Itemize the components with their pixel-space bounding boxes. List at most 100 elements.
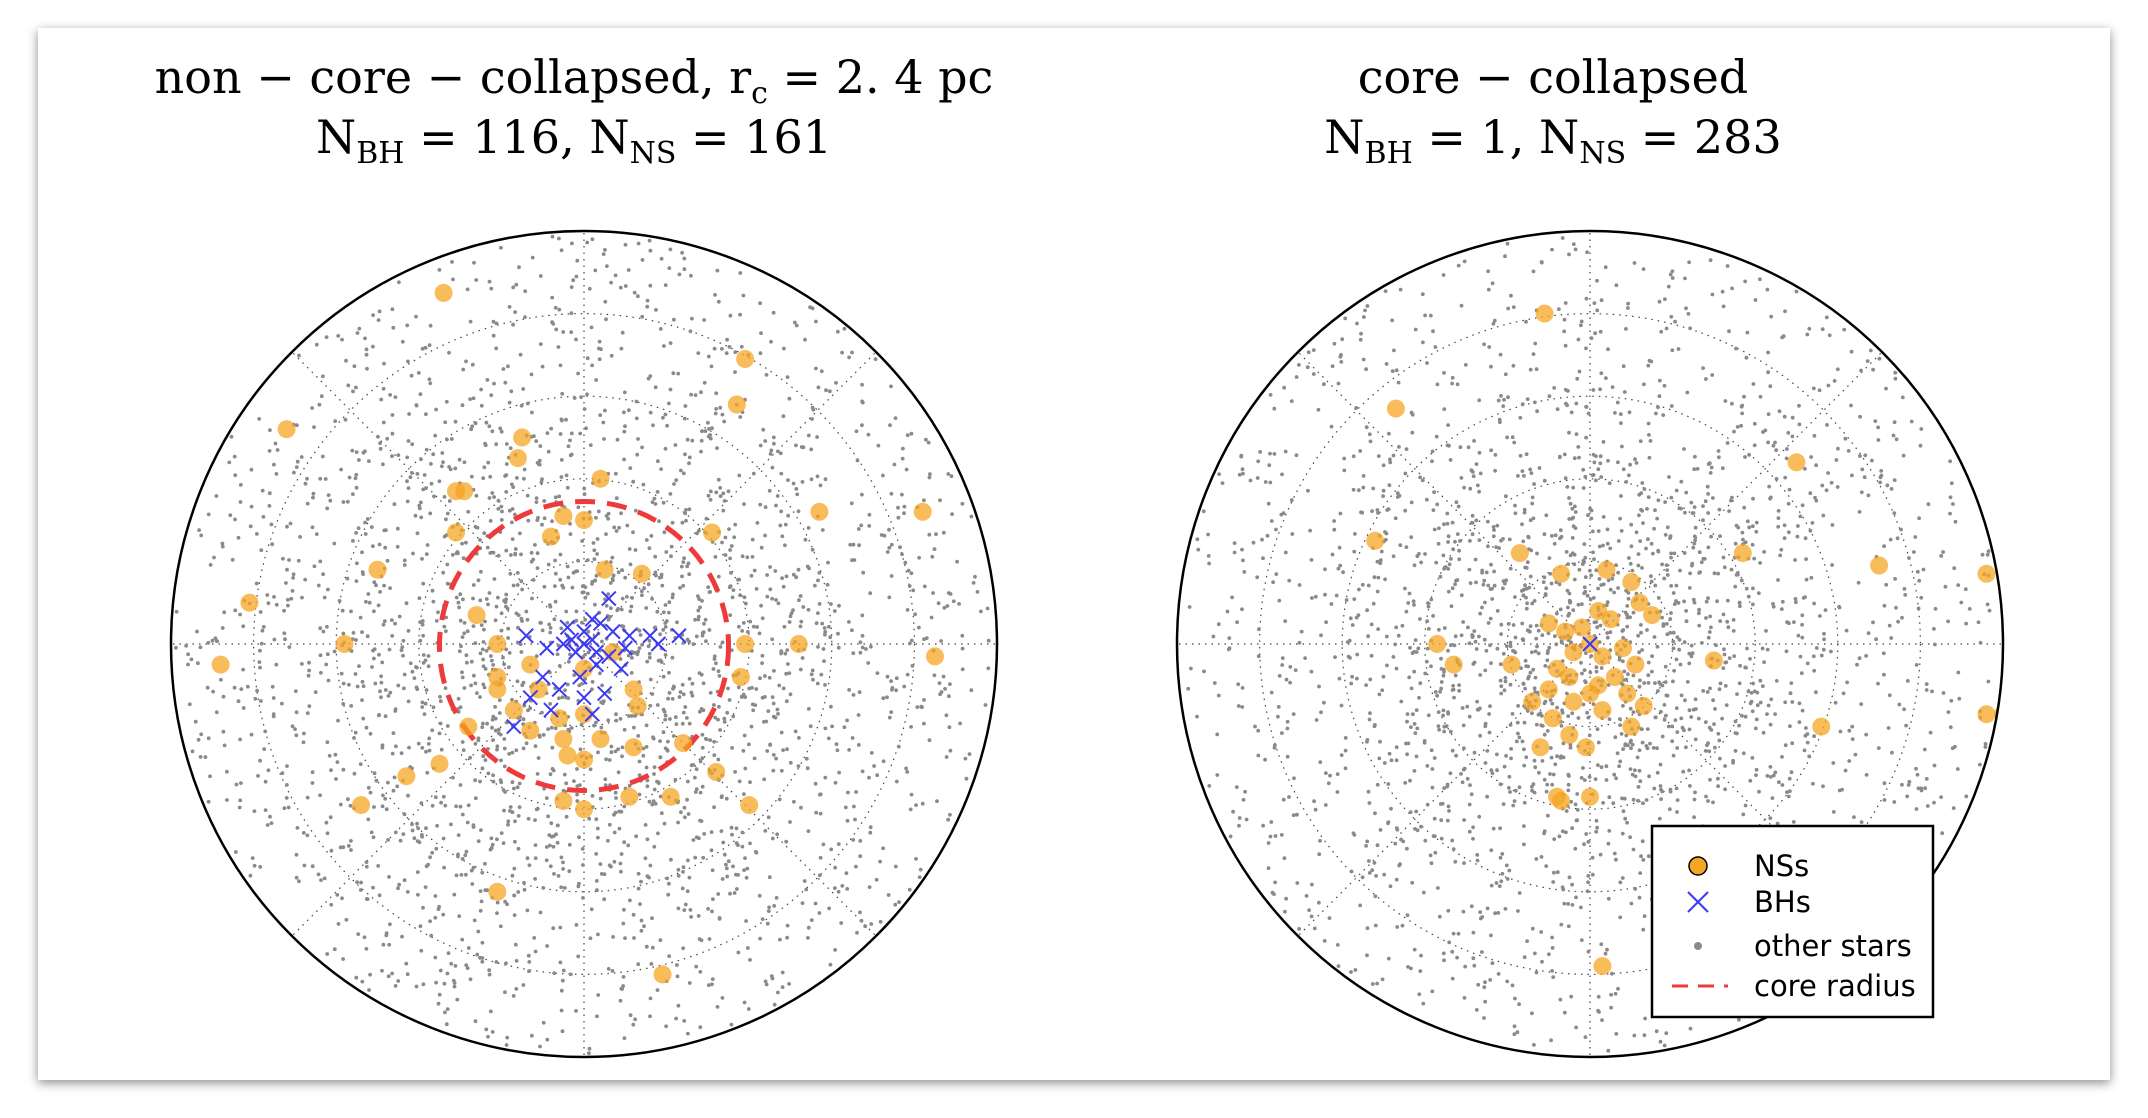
other-star-point: [622, 1036, 627, 1040]
other-star-point: [1684, 609, 1688, 613]
other-star-point: [397, 280, 401, 285]
other-star-point: [654, 308, 658, 312]
other-star-point: [1616, 586, 1620, 590]
other-star-point: [1472, 439, 1476, 443]
other-star-point: [606, 967, 611, 971]
other-star-point: [700, 756, 705, 761]
other-star-point: [618, 861, 623, 866]
other-star-point: [1269, 690, 1274, 695]
other-star-point: [738, 415, 743, 419]
other-star-point: [1546, 813, 1550, 818]
other-star-point: [1814, 498, 1819, 503]
other-star-point: [851, 651, 856, 656]
other-star-point: [1538, 711, 1543, 716]
other-star-point: [1442, 626, 1447, 630]
other-star-point: [524, 741, 529, 746]
other-star-point: [607, 863, 612, 868]
other-star-point: [265, 823, 270, 827]
other-star-point: [354, 450, 359, 454]
other-star-point: [1425, 619, 1430, 623]
other-star-point: [718, 405, 723, 410]
other-star-point: [487, 972, 492, 977]
other-star-point: [416, 826, 421, 831]
other-star-point: [187, 702, 192, 707]
other-star-point: [780, 534, 785, 539]
other-star-point: [612, 859, 617, 864]
other-star-point: [1657, 596, 1661, 600]
other-star-point: [788, 760, 793, 765]
other-star-point: [1740, 411, 1744, 416]
other-star-point: [713, 411, 718, 416]
other-star-point: [498, 778, 503, 782]
other-star-point: [1367, 871, 1372, 875]
other-star-point: [626, 653, 631, 658]
other-star-point: [206, 640, 211, 645]
other-star-point: [1232, 550, 1237, 555]
other-star-point: [588, 767, 593, 772]
other-star-point: [585, 356, 590, 361]
other-star-point: [1459, 633, 1464, 638]
other-star-point: [1523, 583, 1527, 588]
other-star-point: [580, 847, 585, 851]
other-star-point: [606, 516, 610, 521]
other-star-point: [1504, 578, 1509, 583]
other-star-point: [1486, 583, 1491, 588]
other-star-point: [1592, 620, 1597, 625]
other-star-point: [829, 847, 834, 852]
other-star-point: [1426, 713, 1431, 718]
other-star-point: [392, 502, 397, 507]
other-star-point: [767, 488, 772, 493]
other-star-point: [1408, 778, 1412, 783]
other-star-point: [707, 628, 712, 632]
other-star-point: [506, 819, 511, 824]
other-star-point: [488, 1009, 493, 1014]
other-star-point: [1926, 502, 1931, 507]
other-star-point: [794, 575, 799, 580]
other-star-point: [332, 541, 337, 546]
other-star-point: [686, 1031, 690, 1036]
other-star-point: [436, 1001, 441, 1006]
other-star-point: [1485, 749, 1490, 753]
other-star-point: [553, 495, 558, 500]
other-star-point: [344, 917, 349, 922]
other-star-point: [498, 924, 503, 929]
other-star-point: [295, 423, 299, 428]
other-star-point: [736, 685, 741, 690]
other-star-point: [507, 508, 512, 513]
other-star-point: [430, 728, 435, 733]
other-star-point: [1436, 710, 1441, 714]
other-star-point: [1216, 622, 1221, 627]
other-star-point: [1951, 806, 1956, 810]
other-star-point: [1807, 754, 1812, 759]
other-star-point: [1582, 842, 1586, 847]
other-star-point: [377, 713, 381, 717]
other-star-point: [1406, 965, 1410, 969]
other-star-point: [710, 868, 715, 873]
other-star-point: [199, 732, 204, 737]
other-star-point: [1492, 583, 1497, 588]
other-star-point: [520, 587, 524, 592]
other-star-point: [1558, 756, 1563, 760]
other-star-point: [360, 550, 364, 555]
other-star-point: [474, 493, 479, 498]
other-star-point: [594, 817, 599, 822]
other-star-point: [569, 330, 574, 334]
other-star-point: [460, 740, 465, 744]
other-star-point: [507, 400, 512, 405]
other-star-point: [796, 567, 801, 572]
other-star-point: [1542, 732, 1547, 737]
other-star-point: [765, 594, 770, 599]
other-star-point: [1625, 604, 1630, 608]
other-star-point: [1837, 788, 1842, 793]
other-star-point: [585, 392, 589, 397]
other-star-point: [1679, 479, 1684, 484]
other-star-point: [680, 250, 684, 255]
other-star-point: [333, 419, 338, 423]
other-star-point: [806, 925, 811, 930]
other-star-point: [1384, 362, 1389, 366]
other-star-point: [437, 268, 442, 272]
other-star-point: [1391, 554, 1396, 559]
other-star-point: [576, 371, 580, 376]
other-star-point: [1530, 784, 1534, 789]
other-star-point: [1957, 696, 1962, 701]
